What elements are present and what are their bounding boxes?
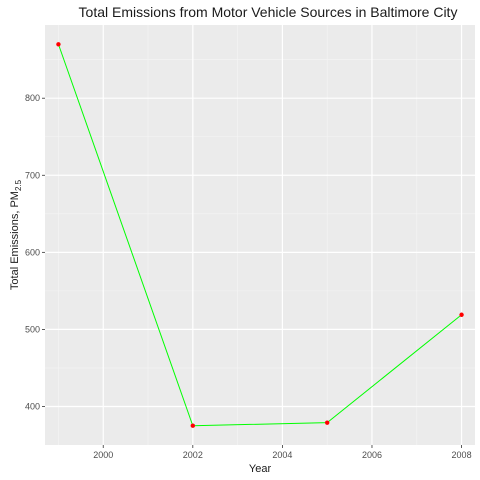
y-tick-label: 600 <box>25 247 40 257</box>
plot-panel <box>45 25 475 445</box>
data-point <box>190 423 196 428</box>
y-tick-label: 700 <box>25 170 40 180</box>
x-tick-label: 2004 <box>272 450 292 460</box>
y-tick-label: 800 <box>25 93 40 103</box>
x-tick-label: 2002 <box>183 450 203 460</box>
y-axis-title-main: Total Emissions, PM <box>9 191 21 290</box>
series-line <box>57 44 462 427</box>
y-axis-title: Total Emissions, PM2.5 <box>9 179 23 290</box>
y-tick-label: 400 <box>25 401 40 411</box>
y-axis-ticks: 400 500 600 700 800 <box>25 93 45 411</box>
chart-title: Total Emissions from Motor Vehicle Sourc… <box>79 4 458 20</box>
y-axis-title-subscript: 2.5 <box>14 179 23 191</box>
series-layer <box>56 42 464 428</box>
x-tick-label: 2006 <box>362 450 382 460</box>
grid-minor <box>45 25 475 445</box>
x-axis-title: Year <box>249 463 272 475</box>
y-tick-label: 500 <box>25 324 40 334</box>
x-axis-ticks: 2000 2002 2004 2006 2008 <box>93 445 472 460</box>
data-point <box>324 420 330 425</box>
data-point <box>56 42 61 47</box>
x-tick-label: 2008 <box>452 450 472 460</box>
x-tick-label: 2000 <box>93 450 113 460</box>
grid-major <box>45 25 475 445</box>
data-point <box>459 312 464 317</box>
